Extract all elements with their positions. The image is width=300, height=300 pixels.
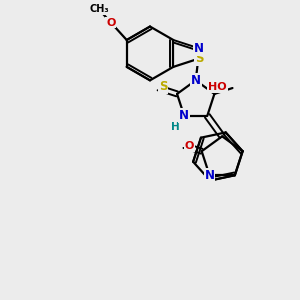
Text: N: N xyxy=(194,42,204,55)
Text: O: O xyxy=(184,141,194,151)
Text: O: O xyxy=(106,18,116,28)
Text: S: S xyxy=(159,80,167,93)
Text: N: N xyxy=(191,74,201,87)
Text: S: S xyxy=(195,52,203,65)
Text: CH₃: CH₃ xyxy=(89,4,109,14)
Text: N: N xyxy=(179,110,189,122)
Text: N: N xyxy=(205,169,214,182)
Text: HO: HO xyxy=(208,82,227,92)
Text: H: H xyxy=(171,122,180,132)
